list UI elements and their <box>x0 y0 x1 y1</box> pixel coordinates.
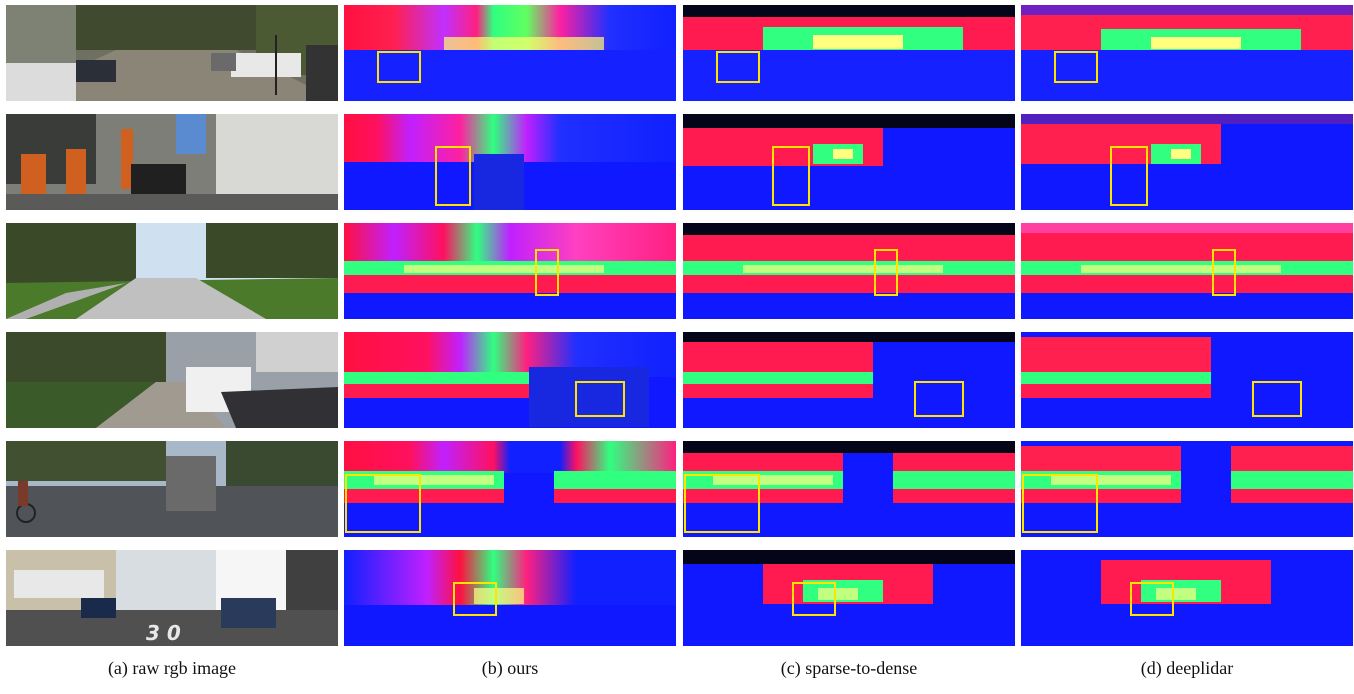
caption-sparse-to-dense: (c) sparse-to-dense <box>780 658 918 678</box>
rgb-image-row-4 <box>6 332 338 428</box>
depth-sparse-to-dense-row-2 <box>683 114 1015 210</box>
figure-grid: 3 0 <box>6 5 1353 646</box>
depth-ours-row-1 <box>344 5 676 101</box>
caption-deeplidar: (d) deeplidar <box>1140 658 1234 678</box>
depth-ours-row-6 <box>344 550 676 646</box>
depth-sparse-to-dense-row-1 <box>683 5 1015 101</box>
caption-ours: (b) ours <box>481 658 539 678</box>
depth-deeplidar-row-6 <box>1021 550 1353 646</box>
depth-deeplidar-row-5 <box>1021 441 1353 537</box>
depth-sparse-to-dense-row-3 <box>683 223 1015 319</box>
rgb-image-row-2 <box>6 114 338 210</box>
depth-ours-row-3 <box>344 223 676 319</box>
depth-sparse-to-dense-row-4 <box>683 332 1015 428</box>
depth-deeplidar-row-3 <box>1021 223 1353 319</box>
depth-sparse-to-dense-row-6 <box>683 550 1015 646</box>
rgb-image-row-6: 3 0 <box>6 550 338 646</box>
depth-ours-row-2 <box>344 114 676 210</box>
depth-deeplidar-row-4 <box>1021 332 1353 428</box>
rgb-image-row-3 <box>6 223 338 319</box>
depth-deeplidar-row-1 <box>1021 5 1353 101</box>
rgb-image-row-1 <box>6 5 338 101</box>
rgb-image-row-5 <box>6 441 338 537</box>
depth-deeplidar-row-2 <box>1021 114 1353 210</box>
depth-ours-row-4 <box>344 332 676 428</box>
caption-raw-rgb: (a) raw rgb image <box>107 658 237 678</box>
svg-text:3 0: 3 0 <box>146 621 181 645</box>
depth-ours-row-5 <box>344 441 676 537</box>
depth-sparse-to-dense-row-5 <box>683 441 1015 537</box>
